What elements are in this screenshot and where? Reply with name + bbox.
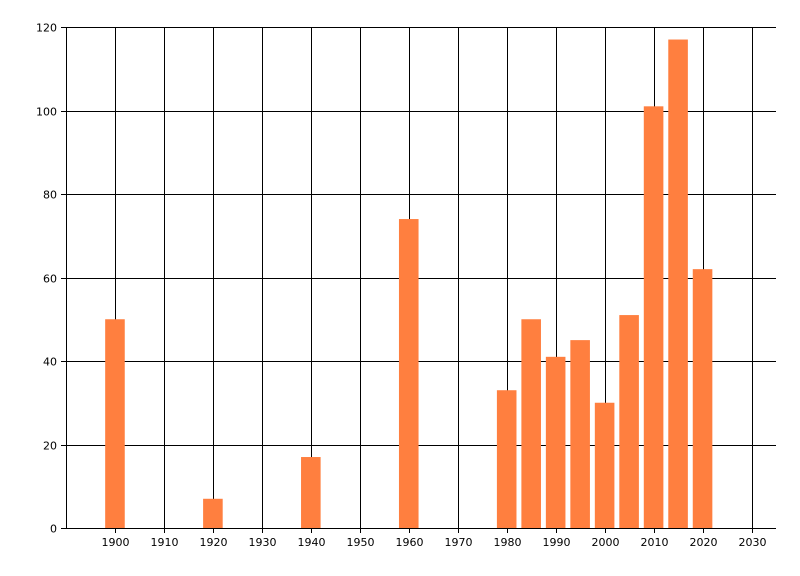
x-tick-label-2030: 2030 — [739, 536, 767, 549]
x-tick-label-1990: 1990 — [543, 536, 571, 549]
x-tick-label-1930: 1930 — [249, 536, 277, 549]
bar-2010 — [643, 106, 664, 528]
bar-1985 — [521, 319, 541, 528]
bar-1920 — [203, 498, 223, 528]
bar-2000 — [594, 402, 615, 528]
x-tick-label-1910: 1910 — [151, 536, 179, 549]
bar-1960 — [398, 219, 419, 529]
x-tick-label-1940: 1940 — [298, 536, 326, 549]
y-tick-label-60: 60 — [43, 273, 57, 286]
x-tick-label-2010: 2010 — [641, 536, 669, 549]
y-tick-label-40: 40 — [43, 356, 57, 369]
tick-labels: 0 20 40 60 80 100 120 1900 1910 1920 1930 1940 1950 1… — [36, 22, 767, 550]
axes — [61, 27, 776, 533]
x-tick-label-2020: 2020 — [690, 536, 718, 549]
x-tick-label-1920: 1920 — [200, 536, 228, 549]
bar-1980 — [496, 390, 517, 528]
y-tick-label-20: 20 — [43, 440, 57, 453]
bar-1900 — [105, 319, 125, 528]
x-tick-label-1900: 1900 — [102, 536, 130, 549]
bar-1940 — [301, 457, 321, 528]
y-tick-label-0: 0 — [50, 523, 57, 536]
y-tick-label-100: 100 — [36, 106, 57, 119]
x-tick-label-2000: 2000 — [592, 536, 620, 549]
bars — [105, 39, 713, 529]
y-tick-label-120: 120 — [36, 22, 57, 35]
x-tick-label-1950: 1950 — [347, 536, 375, 549]
bar-2015 — [668, 39, 688, 529]
x-tick-label-1960: 1960 — [396, 536, 424, 549]
y-tick-label-80: 80 — [43, 189, 57, 202]
bar-1990 — [545, 356, 566, 528]
bar-2020 — [692, 269, 713, 528]
bar-1995 — [570, 340, 590, 528]
bar-2005 — [619, 315, 639, 528]
x-tick-label-1970: 1970 — [445, 536, 473, 549]
x-tick-label-1980: 1980 — [494, 536, 522, 549]
